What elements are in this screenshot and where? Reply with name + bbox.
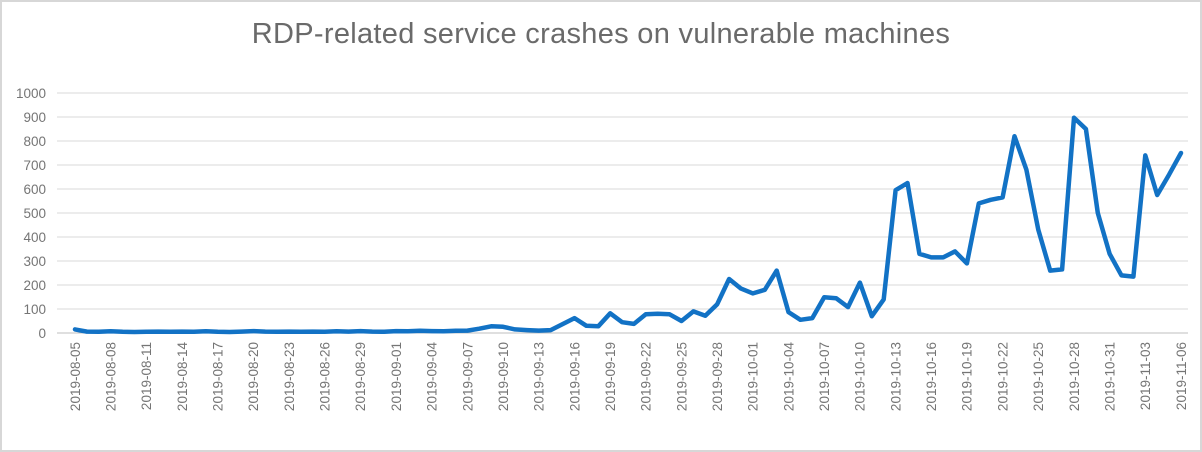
y-tick-label: 300 (23, 254, 46, 269)
x-tick-label: 2019-08-11 (139, 342, 154, 410)
x-tick-label: 2019-10-25 (1031, 342, 1046, 411)
data-series (72, 115, 1184, 335)
x-tick-label: 2019-09-10 (496, 342, 511, 411)
y-tick-label: 100 (23, 302, 46, 317)
x-tick-label: 2019-09-07 (460, 342, 475, 411)
x-tick-label: 2019-08-20 (246, 342, 261, 411)
x-tick-label: 2019-08-08 (103, 342, 118, 411)
x-tick-label: 2019-08-23 (282, 342, 297, 411)
x-tick-label: 2019-09-19 (603, 342, 618, 411)
gridlines (57, 92, 1188, 334)
x-tick-label: 2019-10-16 (924, 342, 939, 411)
x-tick-label: 2019-10-10 (853, 342, 868, 411)
x-tick-label: 2019-09-13 (532, 342, 547, 411)
y-axis-tick-labels: 0 100 200 300 400 500 600 700 800 900 1000 (16, 86, 46, 341)
x-tick-label: 2019-09-01 (389, 342, 404, 411)
y-tick-label: 800 (23, 134, 46, 149)
data-series-line (72, 115, 1184, 335)
y-tick-label: 500 (23, 206, 46, 221)
x-tick-label: 2019-08-17 (211, 342, 226, 411)
x-axis-tick-labels: 2019-08-05 2019-08-08 2019-08-11 2019-08-14… (68, 342, 1189, 412)
y-tick-label: 700 (23, 158, 46, 173)
x-tick-label: 2019-09-04 (425, 342, 440, 412)
y-tick-label: 1000 (16, 86, 46, 101)
x-tick-label: 2019-11-03 (1138, 342, 1153, 410)
x-tick-label: 2019-10-13 (888, 342, 903, 411)
x-tick-label: 2019-10-19 (960, 342, 975, 411)
x-tick-label: 2019-10-01 (746, 342, 761, 411)
chart-title: RDP-related service crashes on vulnerabl… (251, 18, 951, 50)
x-tick-label: 2019-09-16 (567, 342, 582, 411)
y-tick-label: 0 (38, 326, 46, 341)
x-tick-label: 2019-11-06 (1174, 342, 1189, 410)
y-tick-label: 600 (23, 182, 46, 197)
x-tick-label: 2019-09-22 (639, 342, 654, 411)
x-tick-label: 2019-08-14 (175, 342, 190, 412)
x-tick-label: 2019-08-05 (68, 342, 83, 411)
y-tick-label: 900 (23, 110, 46, 125)
x-tick-label: 2019-10-22 (995, 342, 1010, 411)
x-tick-label: 2019-10-28 (1067, 342, 1082, 411)
y-tick-label: 400 (23, 230, 46, 245)
y-tick-label: 200 (23, 278, 46, 293)
x-tick-label: 2019-08-26 (318, 342, 333, 411)
x-tick-label: 2019-09-28 (710, 342, 725, 411)
x-tick-label: 2019-10-31 (1102, 342, 1117, 411)
x-tick-label: 2019-09-25 (674, 342, 689, 411)
x-tick-label: 2019-10-07 (817, 342, 832, 411)
x-tick-label: 2019-10-04 (781, 342, 796, 412)
x-tick-label: 2019-08-29 (353, 342, 368, 411)
